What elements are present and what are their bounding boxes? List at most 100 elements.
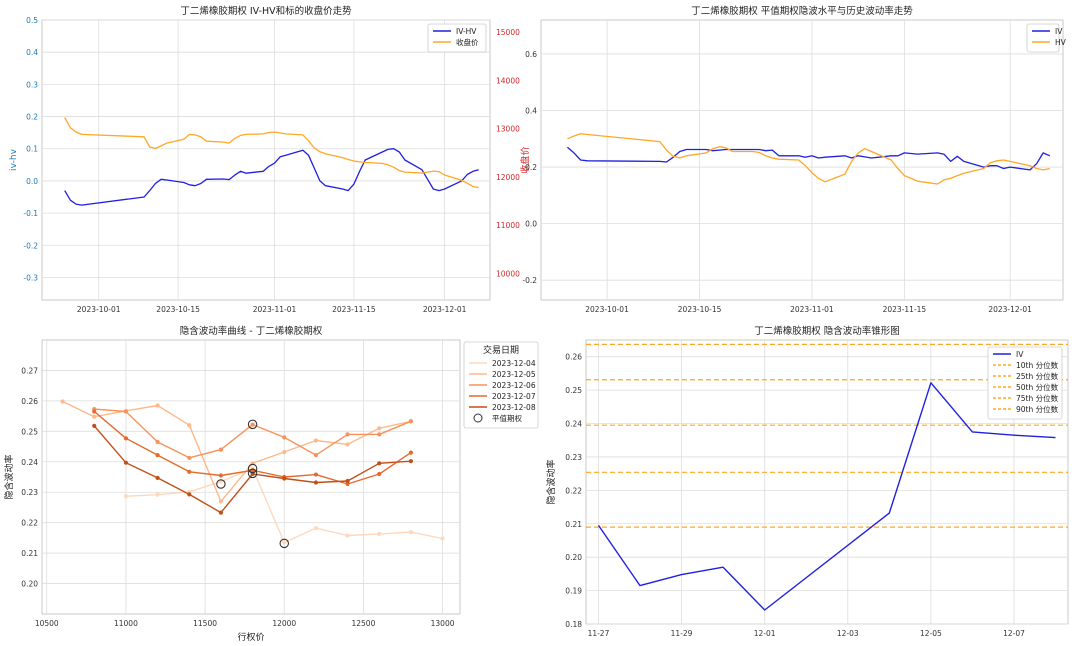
y-tick-label: 0.24: [21, 458, 38, 467]
series-line: [64, 117, 479, 189]
y-tick-label: -0.2: [23, 241, 38, 250]
legend-label: 2023-12-05: [492, 370, 536, 379]
data-point: [155, 439, 160, 445]
data-point: [123, 436, 129, 441]
y-axis-label: 隐含波动率: [545, 459, 557, 504]
x-tick-label: 12-03: [837, 629, 859, 638]
data-point: [60, 399, 65, 404]
y-tick-label: 0.4: [525, 107, 537, 116]
y-tick-label: 0.23: [21, 488, 38, 497]
x-tick-label: 2023-10-01: [77, 305, 121, 314]
series-line: [64, 148, 479, 206]
x-tick-label: 2023-11-15: [332, 305, 376, 314]
y2-tick-label: 12000: [496, 173, 520, 182]
data-point: [218, 479, 224, 484]
data-point: [155, 475, 160, 481]
x-tick-label: 12000: [272, 619, 296, 628]
y-tick-label: 0.2: [26, 113, 38, 122]
x-axis-label: 行权价: [237, 631, 264, 643]
x-tick-label: 2023-11-15: [883, 305, 927, 314]
data-point: [282, 476, 287, 481]
data-point: [408, 459, 414, 464]
data-point: [377, 531, 382, 537]
data-point: [345, 442, 350, 447]
legend-label: 平值期权: [492, 413, 522, 423]
legend-label: IV: [1016, 350, 1024, 359]
data-point: [92, 423, 97, 428]
y-tick-label: 0.22: [21, 519, 38, 528]
y-axis-label: iv-hv: [9, 148, 19, 171]
y-tick-label: 0.2: [525, 163, 537, 172]
data-point: [187, 469, 192, 474]
atm-marker: [247, 419, 258, 430]
chart-title: 丁二烯橡胶期权 平值期权隐波水平与历史波动率走势: [691, 5, 913, 17]
legend-label: 90th 分位数: [1016, 404, 1059, 414]
legend-label: 50th 分位数: [1016, 382, 1059, 392]
y-tick-label: 0.26: [565, 353, 582, 362]
data-point: [282, 540, 287, 545]
plot-frame: [41, 19, 491, 301]
x-tick-label: 2023-10-15: [678, 305, 722, 314]
x-tick-label: 10500: [35, 619, 59, 628]
plot-frame: [540, 19, 1064, 301]
data-point: [187, 455, 192, 460]
legend-label: 2023-12-07: [492, 392, 536, 401]
x-tick-label: 11-27: [588, 629, 610, 638]
y-tick-label: -0.1: [23, 209, 38, 218]
data-point: [155, 403, 160, 408]
chart-title: 丁二烯橡胶期权 隐含波动率锥形图: [754, 325, 900, 337]
data-point: [313, 438, 319, 443]
data-point: [313, 472, 319, 477]
x-tick-label: 2023-10-01: [585, 305, 629, 314]
legend-marker: [473, 413, 483, 423]
y-tick-label: 0.20: [565, 553, 582, 562]
x-tick-label: 2023-10-15: [156, 305, 200, 314]
data-point: [408, 530, 414, 535]
data-point: [345, 478, 350, 484]
data-point: [377, 432, 382, 437]
data-point: [218, 499, 224, 504]
y-tick-label: 0.1: [26, 145, 38, 154]
y-tick-label: 0.5: [26, 16, 38, 25]
series-line: [597, 382, 1056, 611]
legend-label: 2023-12-08: [492, 403, 536, 412]
data-point: [218, 473, 224, 478]
legend-label: IV: [1055, 27, 1063, 36]
y-tick-label: 0.6: [525, 50, 537, 59]
y-tick-label: 0.21: [565, 520, 582, 529]
legend-box: [987, 346, 1063, 420]
data-point: [408, 450, 414, 455]
data-point: [345, 432, 350, 437]
data-point: [92, 409, 97, 414]
y-tick-label: 0.20: [21, 580, 38, 589]
data-point: [92, 414, 97, 419]
series-line: [62, 400, 412, 503]
data-point: [313, 452, 319, 458]
y-tick-label: 0.19: [565, 587, 582, 596]
x-tick-label: 12-05: [920, 629, 942, 638]
y-tick-label: 0.24: [565, 420, 582, 429]
data-point: [282, 435, 287, 440]
data-point: [187, 423, 192, 428]
y2-tick-label: 14000: [496, 76, 520, 85]
legend-label: 25th 分位数: [1016, 371, 1059, 381]
y-tick-label: 0.18: [565, 620, 582, 629]
legend-label: 75th 分位数: [1016, 393, 1059, 403]
legend-label: HV: [1055, 38, 1067, 47]
x-tick-label: 11-29: [671, 629, 693, 638]
x-tick-label: 11000: [114, 619, 138, 628]
data-point: [218, 447, 224, 452]
legend-title: 交易日期: [483, 344, 519, 356]
y2-tick-label: 10000: [496, 269, 520, 278]
y2-tick-label: 15000: [496, 28, 520, 37]
x-tick-label: 13000: [431, 619, 455, 628]
series-line: [567, 133, 1050, 185]
data-point: [313, 526, 319, 531]
y-axis-label: 隐含波动率: [3, 454, 15, 499]
data-point: [123, 494, 129, 499]
atm-marker: [279, 538, 289, 549]
x-tick-label: 2023-11-01: [253, 305, 297, 314]
y-tick-label: 0.4: [26, 48, 38, 57]
y-tick-label: 0.21: [21, 549, 38, 558]
